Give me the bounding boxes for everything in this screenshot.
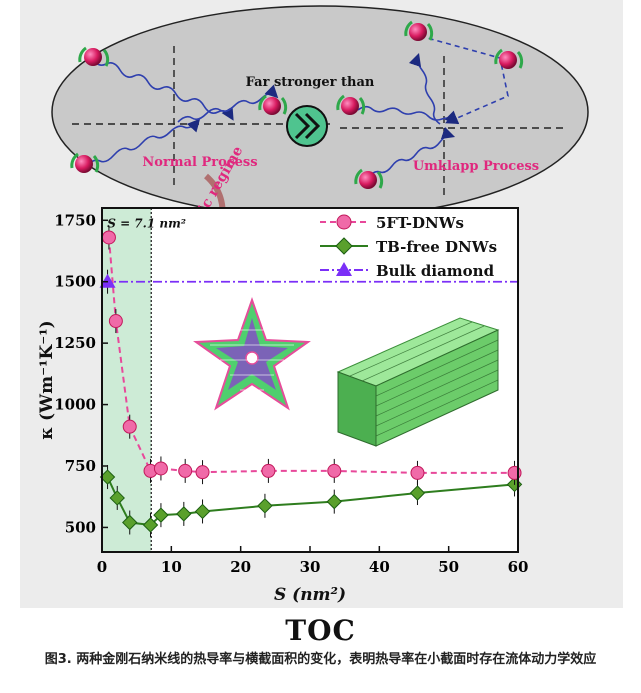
umklapp-dashed-loop (419, 35, 509, 125)
legend-tbfree-marker (335, 237, 353, 255)
legend-5ft-marker (336, 214, 352, 230)
far-stronger-symbol (286, 105, 328, 147)
tbfree-point (142, 517, 159, 533)
phonon-ball-1 (78, 46, 110, 67)
nanowire-cross-section-inset (193, 296, 311, 411)
legend-5ft-label: 5FT-DNWs (376, 214, 464, 232)
y-tick-label: 750 (65, 457, 96, 475)
tbfree-point (176, 506, 192, 522)
tbfree-point (122, 514, 138, 531)
nanowire-bundle-inset (336, 317, 500, 447)
phonon-ball-6 (404, 20, 434, 41)
fivefold-point (178, 463, 193, 478)
tbfree-point (326, 493, 342, 510)
bulk-point (99, 273, 116, 288)
figure-caption: 图3. 两种金刚石纳米线的热导率与横截面积的变化，表明热导率在小截面时存在流体动… (44, 652, 597, 667)
umklapp-wave-in-2 (367, 126, 456, 179)
fivefold-point (195, 465, 210, 480)
legend: 5FT-DNWs TB-free DNWs Bulk diamond (320, 214, 497, 280)
y-axis-label: κ (Wm⁻¹K⁻¹) (37, 320, 57, 439)
fivefold-point (108, 314, 123, 329)
x-tick-label: 30 (300, 558, 321, 576)
fivefold-point (507, 465, 522, 480)
phonon-ball-5 (354, 168, 384, 189)
y-tick-label: 1500 (54, 273, 96, 291)
tbfree-point (257, 498, 273, 514)
phonon-ball-3 (258, 94, 288, 115)
y-tick-label: 500 (65, 518, 96, 536)
y-tick-label: 1750 (54, 211, 96, 229)
x-tick-label: 10 (161, 558, 182, 576)
x-tick-label: 50 (438, 558, 459, 576)
phonon-ball-2 (70, 152, 100, 173)
normal-wave-in-top (91, 57, 234, 121)
fivefold-point (327, 463, 342, 478)
x-tick-label: 20 (230, 558, 251, 576)
normal-wave-in-bottom (85, 118, 201, 167)
legend-tbfree-label: TB-free DNWs (376, 238, 497, 256)
threshold-annotation: S = 7.1 nm² (107, 217, 186, 231)
y-ticks: 500 750 1000 1250 1500 1750 (54, 211, 108, 536)
y-tick-label: 1250 (54, 334, 96, 352)
normal-process-label: Normal Process (142, 155, 257, 170)
fivefold-point (410, 465, 425, 480)
chart: 0 10 20 30 40 50 60 500 750 1000 1250 1500 1750 S (… (37, 207, 529, 605)
fivefold-point (101, 230, 116, 245)
x-axis-label: S (nm²) (274, 585, 346, 605)
tbfree-point (109, 490, 125, 506)
hydrodynamic-shade (102, 208, 152, 552)
legend-bulk-marker (336, 262, 352, 276)
fivefold-point (153, 461, 168, 476)
umklapp-wave-in-1 (357, 105, 459, 125)
phonon-ball-7 (494, 48, 524, 69)
y-tick-label: 1000 (54, 396, 96, 414)
tbfree-point (153, 507, 169, 523)
x-tick-label: 40 (369, 558, 390, 576)
figure-svg: Far stronger than Normal Process Umklapp… (37, 5, 589, 605)
fivefold-point (122, 419, 137, 434)
figure-panel: Far stronger than Normal Process Umklapp… (20, 0, 623, 608)
umklapp-wave-out (408, 52, 441, 125)
umklapp-process-label: Umklapp Process (413, 159, 539, 174)
fivefold-point (261, 463, 276, 478)
toc-label: TOC (285, 614, 356, 647)
x-ticks: 0 10 20 30 40 50 60 (97, 546, 529, 576)
x-tick-label: 60 (508, 558, 529, 576)
x-tick-label: 0 (97, 558, 107, 576)
far-stronger-label: Far stronger than (246, 75, 375, 90)
tbfree-point (194, 503, 211, 520)
legend-bulk-label: Bulk diamond (376, 262, 495, 280)
tbfree-point (409, 485, 426, 501)
phonon-ball-4 (336, 94, 366, 115)
